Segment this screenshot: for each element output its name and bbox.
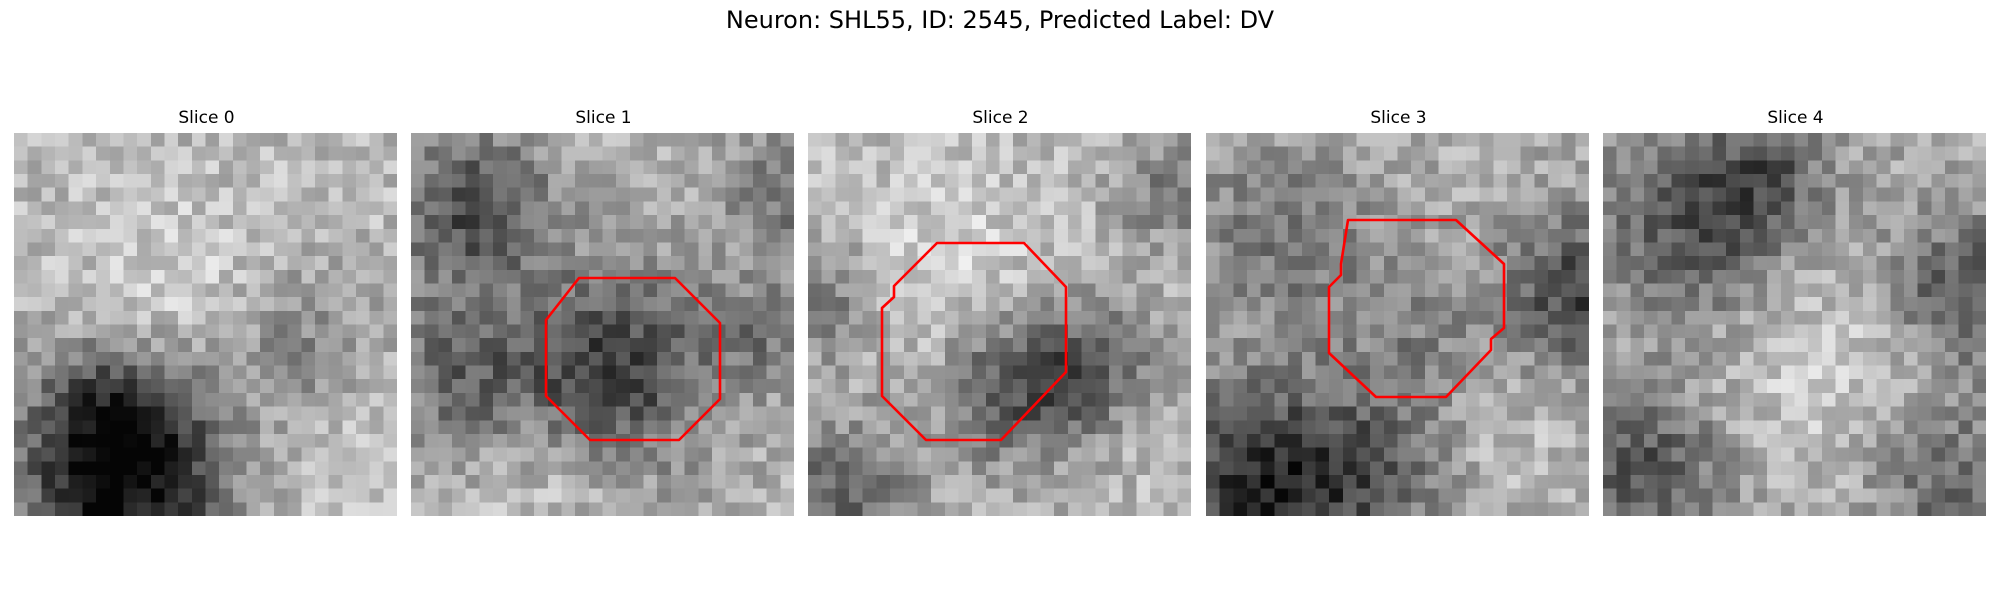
slice-title: Slice 4 — [1767, 108, 1824, 128]
figure-title: Neuron: SHL55, ID: 2545, Predicted Label… — [725, 6, 1275, 34]
slice-panel-1: Slice 1 — [411, 106, 796, 516]
slice-panel-2: Slice 2 — [808, 106, 1193, 516]
slice-title: Slice 2 — [972, 108, 1029, 128]
slice-title: Slice 0 — [178, 108, 235, 128]
slice-image — [1206, 133, 1589, 516]
slice-title: Slice 3 — [1370, 108, 1427, 128]
slice-image — [1603, 133, 1986, 516]
slice-panel-3: Slice 3 — [1206, 106, 1591, 516]
slice-image — [14, 133, 397, 516]
slice-title: Slice 1 — [575, 108, 632, 128]
slice-panel-0: Slice 0 — [14, 106, 399, 516]
slice-panel-4: Slice 4 — [1603, 106, 1988, 516]
slice-image — [411, 133, 794, 516]
slice-image — [808, 133, 1191, 516]
